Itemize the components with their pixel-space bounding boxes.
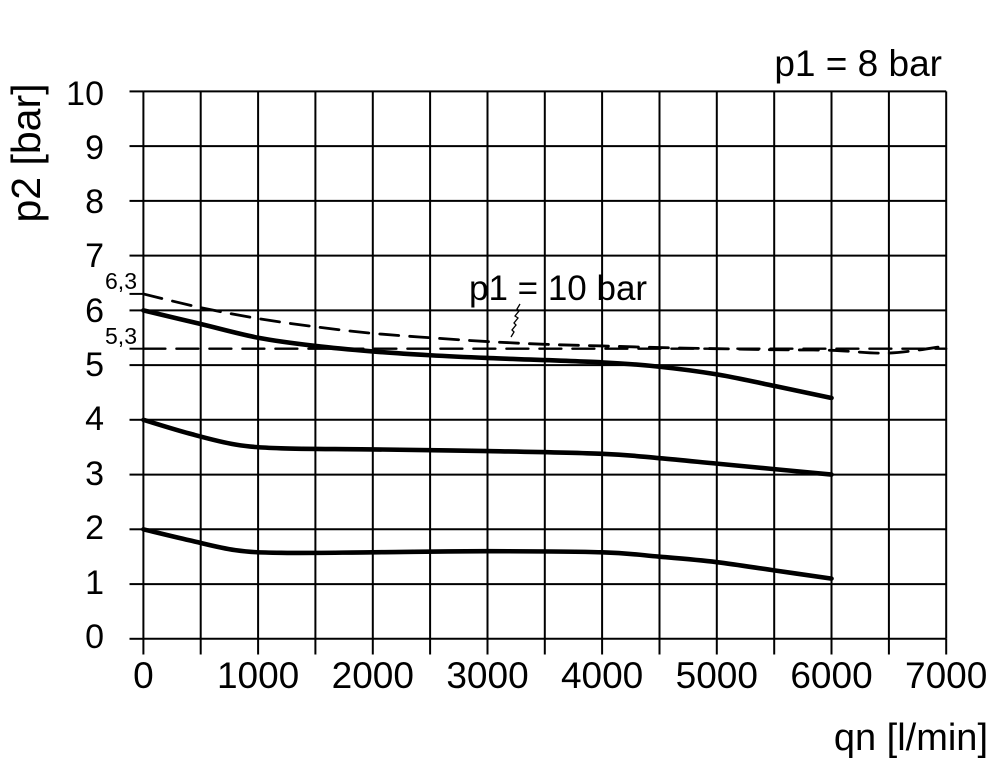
- svg-text:3000: 3000: [446, 655, 528, 696]
- svg-text:6,3: 6,3: [105, 268, 137, 294]
- svg-text:0: 0: [133, 655, 154, 696]
- svg-text:5: 5: [85, 346, 104, 384]
- svg-text:3: 3: [85, 455, 104, 493]
- svg-text:8: 8: [85, 183, 104, 221]
- svg-text:6000: 6000: [790, 655, 872, 696]
- svg-text:1000: 1000: [217, 655, 299, 696]
- svg-text:10: 10: [66, 75, 104, 113]
- svg-text:4: 4: [85, 400, 104, 438]
- svg-text:2: 2: [85, 509, 104, 547]
- svg-text:5,3: 5,3: [105, 323, 137, 349]
- svg-text:9: 9: [85, 129, 104, 167]
- svg-text:p2 [bar]: p2 [bar]: [3, 83, 49, 222]
- svg-text:p1 = 8 bar: p1 = 8 bar: [774, 43, 942, 84]
- svg-text:0: 0: [85, 618, 104, 656]
- svg-text:6: 6: [85, 292, 104, 330]
- svg-text:qn [l/min]: qn [l/min]: [834, 717, 988, 759]
- svg-text:1: 1: [85, 564, 104, 602]
- svg-text:7000: 7000: [905, 655, 987, 696]
- svg-text:2000: 2000: [332, 655, 414, 696]
- svg-text:7: 7: [85, 237, 104, 275]
- svg-text:5000: 5000: [676, 655, 758, 696]
- svg-text:4000: 4000: [561, 655, 643, 696]
- svg-text:p1 = 10 bar: p1 = 10 bar: [469, 269, 647, 308]
